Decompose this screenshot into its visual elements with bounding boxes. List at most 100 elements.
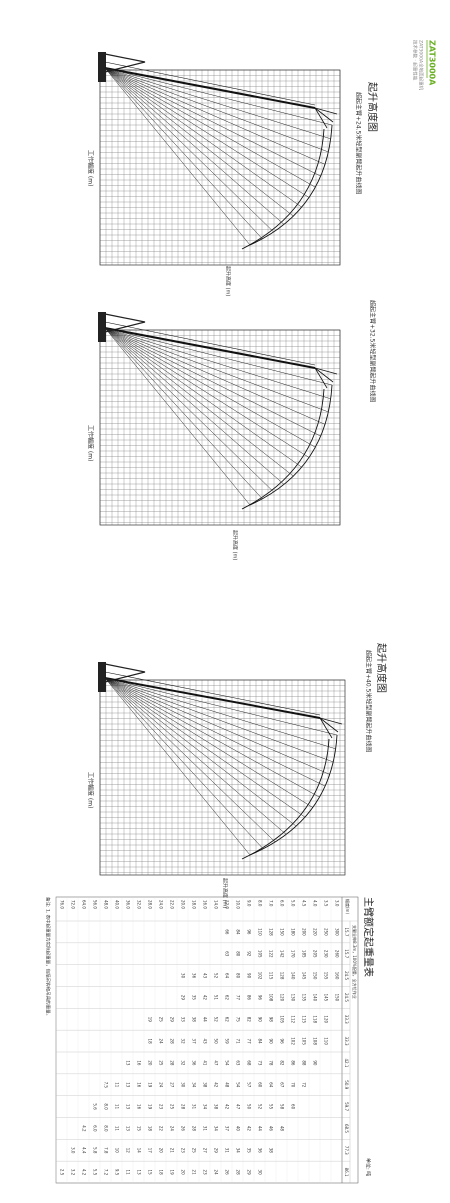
radius-line: [104, 677, 326, 787]
boom-top: [104, 321, 316, 366]
load-value: 8.0: [104, 1103, 109, 1110]
load-value: 13: [126, 1104, 131, 1110]
lift-curve: [241, 128, 325, 250]
load-value: 11: [115, 1126, 120, 1132]
load-value: 28: [181, 1104, 186, 1110]
load-value: 54: [236, 1082, 241, 1088]
load-value: 8.0: [104, 1125, 109, 1132]
load-value: 38: [214, 1104, 219, 1110]
load-value: 38: [203, 1082, 208, 1088]
load-value: 36: [258, 1148, 263, 1154]
load-value: 115: [269, 972, 274, 980]
load-value: 92: [247, 951, 252, 957]
load-value: 35: [247, 1148, 252, 1154]
load-value: 150: [313, 972, 318, 980]
load-value: 35: [192, 995, 197, 1001]
load-value: 20: [159, 1148, 164, 1154]
y-axis-label: 起升高度 (m): [232, 530, 239, 560]
boom-top: [104, 671, 321, 716]
load-value: 20: [181, 1170, 186, 1176]
load-value: 64: [269, 1082, 274, 1088]
radius-line: [104, 677, 334, 763]
load-value: 96: [258, 995, 263, 1001]
load-value: 96: [280, 1039, 285, 1045]
load-value: 26: [181, 1126, 186, 1132]
load-value: 10: [115, 1148, 120, 1154]
radius-line: [104, 677, 306, 818]
load-value: 80: [236, 973, 241, 979]
load-value: 160: [335, 972, 340, 980]
load-value: 110: [324, 1037, 329, 1045]
load-value: 145: [324, 994, 329, 1002]
radius-line: [104, 327, 302, 468]
radius-line: [104, 67, 285, 225]
boom-length: 33.3: [344, 1037, 349, 1046]
boom-length: 50.9: [344, 1080, 349, 1089]
load-value: 108: [269, 994, 274, 1002]
radius-line: [104, 677, 338, 736]
radius: 56.0: [93, 900, 98, 909]
radius: 20.0: [181, 900, 186, 909]
radius: 10.0: [236, 900, 241, 909]
grid-frame: [99, 329, 341, 526]
load-value: 27: [170, 1082, 175, 1088]
load-value: 6.0: [93, 1125, 98, 1132]
load-value: 42: [225, 1104, 230, 1110]
jib: [314, 107, 328, 129]
load-value: 63: [225, 951, 230, 957]
load-value: 27: [203, 1148, 208, 1154]
load-value: 96: [247, 929, 252, 935]
load-value: 90: [269, 1039, 274, 1045]
load-value: 64: [225, 973, 230, 979]
boom-length: 24.5: [344, 993, 349, 1002]
load-value: 36: [192, 973, 197, 979]
load-value: 22: [159, 1126, 164, 1132]
radius: 7.0: [269, 900, 274, 907]
y-axis-label: 起升高度 (m): [222, 878, 229, 908]
load-value: 31: [225, 1148, 230, 1154]
radius-line: [104, 67, 316, 188]
load-value: 60: [258, 1082, 263, 1088]
grid-frame: [99, 69, 341, 266]
load-value: 105: [258, 950, 263, 958]
radius: 4.5: [302, 900, 307, 907]
radius-line: [104, 677, 330, 775]
load-value: 120: [324, 1015, 329, 1023]
radius-line: [104, 677, 297, 827]
load-value: 14: [137, 1148, 142, 1154]
load-value: 25: [159, 1017, 164, 1023]
load-value: 58: [280, 1104, 285, 1110]
boom-length: 15.7: [344, 927, 349, 936]
load-value: 5.8: [93, 1147, 98, 1154]
load-value: 82: [280, 1060, 285, 1066]
load-value: 19: [148, 1104, 153, 1110]
jib: [319, 717, 339, 733]
radius-line: [104, 67, 294, 217]
radius: 22.0: [170, 900, 175, 909]
grid-frame: [99, 679, 346, 876]
jib: [314, 107, 334, 123]
load-value: 7.8: [104, 1147, 109, 1154]
header-line: 技术参数 · 起重性能: [412, 40, 419, 81]
load-value: 59: [225, 1039, 230, 1045]
load-value: 80: [236, 951, 241, 957]
load-value: 18: [159, 1170, 164, 1176]
load-value: 11: [126, 1170, 131, 1176]
radius-line: [104, 327, 331, 400]
table-note: 备注: 1. 表中起重量为实际起重量，包括吊钩和吊具的重量。: [45, 897, 52, 1018]
load-value: 24: [159, 1039, 164, 1045]
load-value: 34: [203, 1104, 208, 1110]
load-value: 51: [214, 995, 219, 1001]
load-value: 102: [291, 1037, 296, 1045]
radius-line: [104, 67, 329, 153]
radius-line: [104, 327, 333, 386]
x-axis-label: 工作幅度 (m): [87, 772, 95, 808]
radius: 32.0: [137, 900, 142, 909]
load-value: 37: [192, 1039, 197, 1045]
load-value: 120: [280, 994, 285, 1002]
crane-mast: [104, 663, 146, 683]
load-value: 73: [258, 1060, 263, 1066]
load-value: 90: [313, 1060, 318, 1066]
load-value: 16: [137, 1060, 142, 1066]
